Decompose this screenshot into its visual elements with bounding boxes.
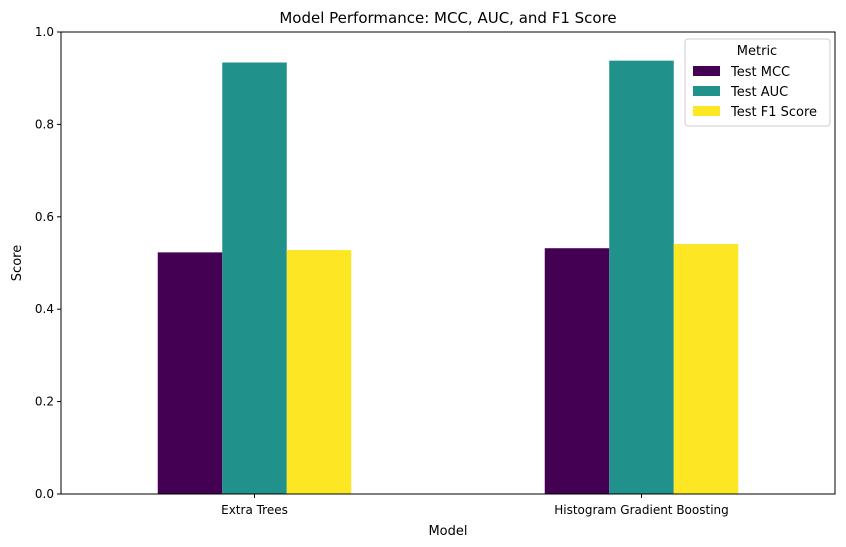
y-tick-label: 0.6 (35, 210, 54, 224)
legend-swatch (693, 106, 720, 116)
chart-title: Model Performance: MCC, AUC, and F1 Scor… (279, 9, 616, 27)
y-tick-label: 0.8 (35, 117, 54, 131)
x-tick-label: Extra Trees (221, 503, 288, 517)
legend-swatch (693, 86, 720, 96)
bar-test-mcc (544, 248, 610, 494)
y-axis-label: Score (10, 245, 25, 281)
x-axis-label: Model (428, 524, 467, 539)
y-tick-label: 0.4 (35, 302, 54, 316)
bar-test-f1-score (673, 244, 739, 494)
legend-label: Test AUC (730, 85, 788, 100)
x-axis: Extra Trees Histogram Gradient Boosting (221, 494, 729, 517)
bars-group (157, 60, 739, 494)
y-tick-label: 0.2 (35, 395, 54, 409)
legend-title: Metric (737, 44, 777, 59)
y-axis: 0.0 0.2 0.4 0.6 0.8 1.0 (35, 25, 61, 501)
bar-test-auc (222, 62, 287, 494)
x-tick-label: Histogram Gradient Boosting (554, 503, 729, 517)
legend-box (684, 38, 831, 127)
bar-test-mcc (157, 252, 223, 494)
legend: Metric Test MCC Test AUC Test F1 Score (684, 38, 831, 127)
bar-test-f1-score (286, 250, 352, 494)
legend-label: Test MCC (730, 65, 790, 80)
legend-swatch (693, 66, 720, 76)
plot-frame (60, 31, 836, 495)
legend-label: Test F1 Score (730, 105, 817, 120)
y-tick-label: 0.0 (35, 487, 54, 501)
y-tick-label: 1.0 (35, 25, 54, 39)
bar-test-auc (609, 60, 674, 494)
